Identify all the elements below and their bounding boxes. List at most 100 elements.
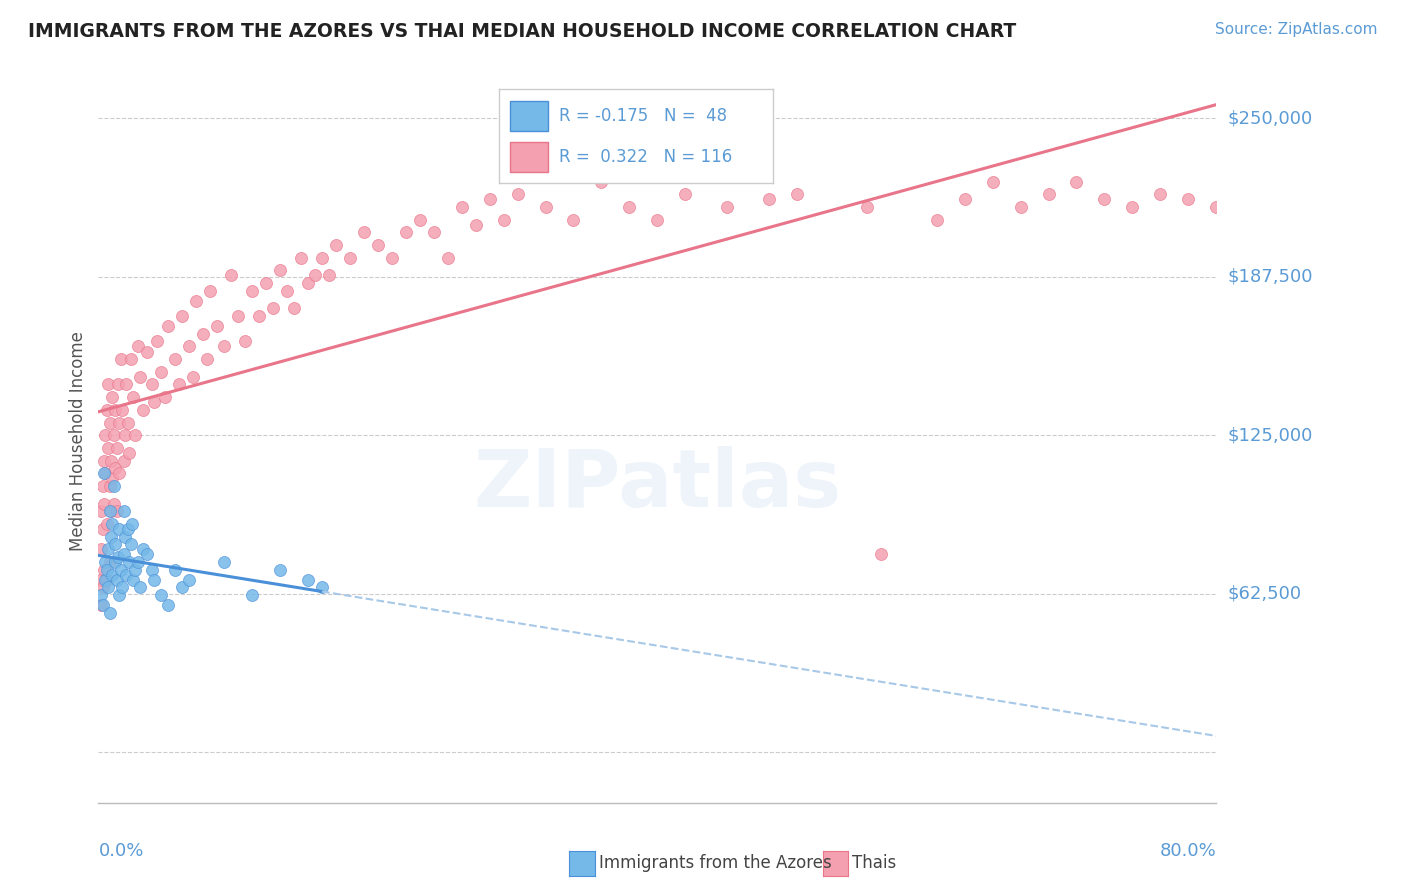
Point	[143, 573, 166, 587]
Point	[318, 268, 340, 283]
Point	[150, 588, 173, 602]
Point	[103, 497, 125, 511]
Point	[395, 226, 418, 240]
Point	[141, 377, 163, 392]
Point	[981, 175, 1004, 189]
Point	[953, 193, 976, 207]
Point	[647, 212, 669, 227]
Point	[136, 344, 159, 359]
Point	[186, 293, 208, 308]
Point	[115, 567, 138, 582]
Point	[297, 276, 319, 290]
Point	[91, 580, 114, 594]
Point	[91, 479, 114, 493]
Point	[122, 390, 145, 404]
Point	[122, 573, 145, 587]
Point	[254, 276, 277, 290]
Point	[367, 238, 389, 252]
Point	[103, 428, 125, 442]
Point	[179, 573, 201, 587]
Text: Source: ZipAtlas.com: Source: ZipAtlas.com	[1215, 22, 1378, 37]
Point	[212, 555, 235, 569]
Point	[146, 334, 169, 349]
Point	[219, 268, 242, 283]
Point	[120, 352, 142, 367]
Point	[240, 588, 263, 602]
Point	[91, 598, 114, 612]
Point	[117, 522, 139, 536]
Point	[117, 416, 139, 430]
Text: R = -0.175   N =  48: R = -0.175 N = 48	[560, 107, 727, 126]
Point	[105, 573, 128, 587]
Point	[94, 573, 117, 587]
Point	[120, 537, 142, 551]
Point	[118, 555, 141, 569]
Point	[115, 377, 138, 392]
Point	[155, 390, 177, 404]
Point	[534, 200, 557, 214]
Point	[200, 284, 222, 298]
Point	[112, 453, 135, 467]
Point	[104, 555, 127, 569]
Point	[96, 516, 118, 531]
Point	[104, 461, 127, 475]
Point	[297, 573, 319, 587]
Point	[716, 200, 738, 214]
Point	[114, 428, 136, 442]
Point	[93, 497, 115, 511]
Point	[436, 251, 458, 265]
Point	[183, 370, 205, 384]
Point	[339, 251, 361, 265]
Point	[1121, 200, 1143, 214]
Point	[96, 563, 118, 577]
Text: IMMIGRANTS FROM THE AZORES VS THAI MEDIAN HOUSEHOLD INCOME CORRELATION CHART: IMMIGRANTS FROM THE AZORES VS THAI MEDIA…	[28, 22, 1017, 41]
FancyBboxPatch shape	[510, 102, 548, 131]
Point	[283, 301, 305, 316]
Point	[108, 522, 131, 536]
Point	[1038, 187, 1060, 202]
Point	[591, 175, 613, 189]
Point	[172, 580, 194, 594]
Point	[132, 542, 155, 557]
Point	[98, 479, 121, 493]
Point	[105, 504, 128, 518]
Point	[93, 467, 115, 481]
Point	[118, 446, 141, 460]
Point	[103, 479, 125, 493]
Point	[233, 334, 256, 349]
Point	[193, 326, 215, 341]
Point	[111, 580, 134, 594]
Point	[157, 319, 180, 334]
Point	[304, 268, 326, 283]
Point	[132, 402, 155, 417]
Point	[172, 309, 194, 323]
Point	[101, 516, 124, 531]
Point	[1066, 175, 1088, 189]
Point	[114, 530, 136, 544]
Point	[129, 580, 152, 594]
Point	[179, 339, 201, 353]
Point	[127, 339, 149, 353]
Point	[93, 563, 115, 577]
Point	[409, 212, 432, 227]
Point	[124, 428, 146, 442]
Point	[290, 251, 312, 265]
Point	[262, 301, 284, 316]
Point	[786, 187, 808, 202]
Point	[98, 606, 121, 620]
Point	[96, 573, 118, 587]
Point	[1094, 193, 1116, 207]
Point	[141, 563, 163, 577]
Text: $187,500: $187,500	[1227, 268, 1313, 285]
Point	[197, 352, 219, 367]
Point	[107, 549, 129, 564]
Text: Immigrants from the Azores: Immigrants from the Azores	[599, 855, 832, 872]
Point	[136, 547, 159, 561]
Point	[94, 555, 117, 569]
Point	[205, 319, 228, 334]
Point	[98, 504, 121, 518]
Point	[269, 263, 291, 277]
Point	[311, 251, 333, 265]
Point	[90, 598, 112, 612]
Point	[226, 309, 249, 323]
